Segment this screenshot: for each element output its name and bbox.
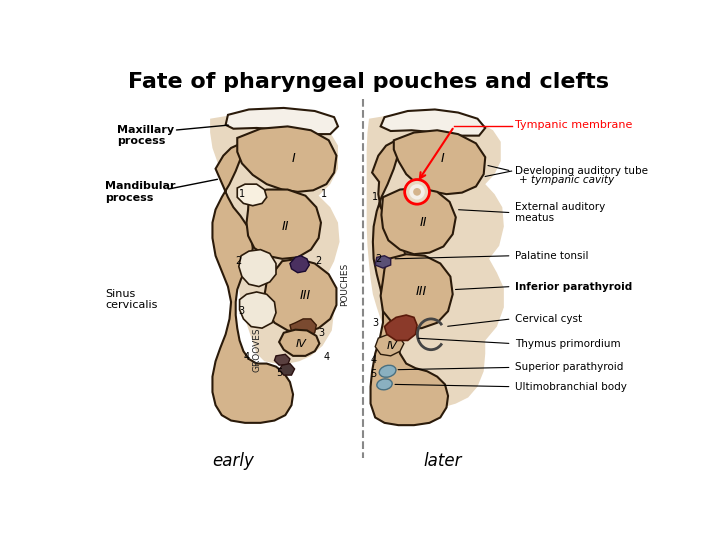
Polygon shape	[212, 143, 293, 423]
Polygon shape	[381, 254, 453, 328]
Text: Cervical cyst: Cervical cyst	[515, 314, 582, 324]
Circle shape	[409, 184, 425, 200]
Text: early: early	[212, 453, 254, 470]
Text: 1: 1	[239, 189, 245, 199]
Text: 3: 3	[318, 328, 324, 338]
Text: IV: IV	[295, 339, 306, 348]
Text: III: III	[416, 286, 428, 299]
Text: Mandibular
process: Mandibular process	[106, 181, 176, 202]
Text: IV: IV	[387, 341, 397, 351]
Text: I: I	[441, 152, 444, 165]
Polygon shape	[394, 130, 485, 194]
Text: Developing auditory tube: Developing auditory tube	[515, 166, 648, 176]
Text: 2: 2	[235, 256, 242, 266]
Polygon shape	[239, 249, 276, 287]
Text: 1: 1	[372, 192, 378, 202]
Text: Maxillary
process: Maxillary process	[117, 125, 174, 146]
Text: + tympanic cavity: + tympanic cavity	[519, 176, 615, 185]
Text: Sinus
cervicalis: Sinus cervicalis	[106, 289, 158, 310]
Text: 4: 4	[323, 353, 330, 362]
Text: I: I	[291, 152, 295, 165]
Circle shape	[405, 179, 429, 204]
Polygon shape	[381, 110, 485, 136]
Polygon shape	[210, 115, 340, 363]
Text: II: II	[282, 220, 289, 233]
Polygon shape	[375, 256, 391, 268]
Polygon shape	[274, 354, 290, 365]
Text: II: II	[420, 216, 427, 229]
Text: III: III	[300, 289, 311, 302]
Polygon shape	[240, 292, 276, 328]
Ellipse shape	[379, 365, 396, 377]
Circle shape	[413, 188, 421, 195]
Text: GROOVES: GROOVES	[252, 327, 261, 372]
Polygon shape	[371, 140, 448, 425]
Text: External auditory
meatus: External auditory meatus	[515, 202, 605, 224]
Text: 3: 3	[238, 306, 244, 316]
Text: POUCHES: POUCHES	[340, 262, 348, 306]
Polygon shape	[279, 330, 320, 356]
Polygon shape	[384, 315, 417, 340]
Text: 4: 4	[371, 355, 377, 365]
Polygon shape	[246, 190, 321, 259]
Polygon shape	[238, 184, 266, 206]
Text: 1: 1	[321, 189, 327, 199]
Polygon shape	[290, 319, 316, 338]
Polygon shape	[238, 126, 336, 192]
Text: Thymus primordium: Thymus primordium	[515, 339, 621, 348]
Text: 2: 2	[375, 254, 382, 264]
Text: Palatine tonsil: Palatine tonsil	[515, 251, 588, 261]
Text: Inferior parathyroid: Inferior parathyroid	[515, 281, 632, 292]
Text: later: later	[423, 453, 462, 470]
Text: 5: 5	[371, 369, 377, 379]
Polygon shape	[279, 363, 294, 375]
Ellipse shape	[377, 379, 392, 390]
Text: Fate of pharyngeal pouches and clefts: Fate of pharyngeal pouches and clefts	[128, 72, 610, 92]
Polygon shape	[382, 188, 456, 254]
Text: Tympanic membrane: Tympanic membrane	[515, 120, 632, 130]
Text: 4: 4	[243, 353, 250, 362]
Polygon shape	[375, 334, 404, 356]
Polygon shape	[366, 113, 504, 408]
Text: 5: 5	[276, 368, 282, 378]
Polygon shape	[264, 259, 336, 333]
Text: 2: 2	[315, 256, 322, 266]
Text: 3: 3	[372, 318, 378, 328]
Polygon shape	[290, 256, 310, 273]
Text: Ultimobranchial body: Ultimobranchial body	[515, 382, 626, 392]
Text: Superior parathyroid: Superior parathyroid	[515, 362, 623, 373]
Polygon shape	[225, 108, 338, 134]
